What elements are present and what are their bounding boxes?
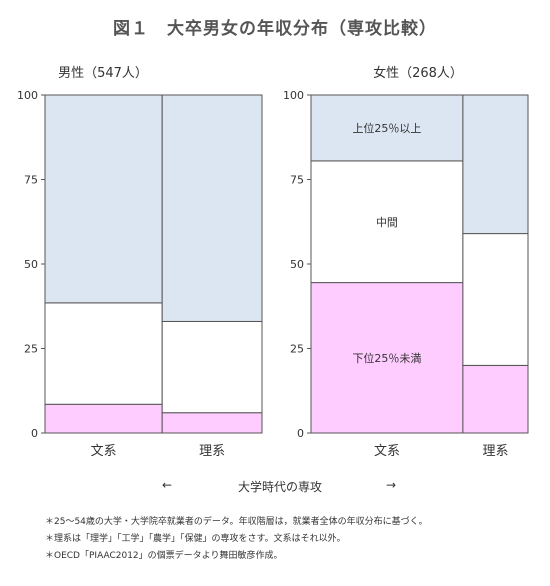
note-line: ＊OECD「PIAAC2012」の個票データより舞田敏彦作成。 <box>45 551 283 561</box>
category-label: 文系 <box>374 444 400 459</box>
mosaic-segment <box>44 403 163 434</box>
mosaic-segment <box>310 94 464 162</box>
category-label: 理系 <box>482 444 508 459</box>
y-tick-label: 100 <box>17 89 38 102</box>
category-label: 文系 <box>91 444 117 459</box>
panel-title-male: 男性（547人） <box>58 66 148 81</box>
y-tick-label: 0 <box>31 427 38 440</box>
mosaic-segment <box>462 94 529 235</box>
note-line: ＊25～54歳の大学・大学院卒就業者のデータ。年収階層は，就業者全体の年収分布に… <box>45 517 428 527</box>
y-tick-label: 75 <box>290 174 304 187</box>
mosaic-segment <box>462 364 529 434</box>
segment-label: 下位25％未満 <box>352 351 421 365</box>
mosaic-segment <box>44 94 163 304</box>
y-tick-label: 50 <box>290 258 304 271</box>
y-tick-label: 100 <box>283 89 304 102</box>
arrow-left-icon: ← <box>162 478 173 492</box>
chart-title: 図１ 大卒男女の年収分布（専攻比較） <box>113 19 437 39</box>
segment-label: 上位25％以上 <box>352 121 421 135</box>
x-axis-row: ← 大学時代の専攻 → <box>0 478 550 496</box>
y-tick-label: 75 <box>24 174 38 187</box>
mosaic-segment <box>161 320 263 414</box>
y-tick-label: 25 <box>24 343 38 356</box>
arrow-right-icon: → <box>386 478 397 492</box>
mosaic-segment <box>310 282 464 434</box>
notes: ＊25～54歳の大学・大学院卒就業者のデータ。年収階層は，就業者全体の年収分布に… <box>45 514 545 565</box>
note-line: ＊理系は「理学」「工学」「農学」「保健」の専攻をさす。文系はそれ以外。 <box>45 534 346 544</box>
y-tick-label: 50 <box>24 258 38 271</box>
x-axis-label: 大学時代の専攻 <box>237 480 322 494</box>
category-label: 理系 <box>199 444 225 459</box>
mosaic-segment <box>310 160 464 284</box>
panel-title-female: 女性（268人） <box>373 66 463 81</box>
segment-label: 中間 <box>376 216 398 229</box>
y-tick-label: 25 <box>290 343 304 356</box>
mosaic-segment <box>161 94 263 322</box>
mosaic-segment <box>161 412 263 434</box>
y-tick-label: 0 <box>297 427 304 440</box>
mosaic-segment <box>462 233 529 366</box>
mosaic-segment <box>44 302 163 405</box>
